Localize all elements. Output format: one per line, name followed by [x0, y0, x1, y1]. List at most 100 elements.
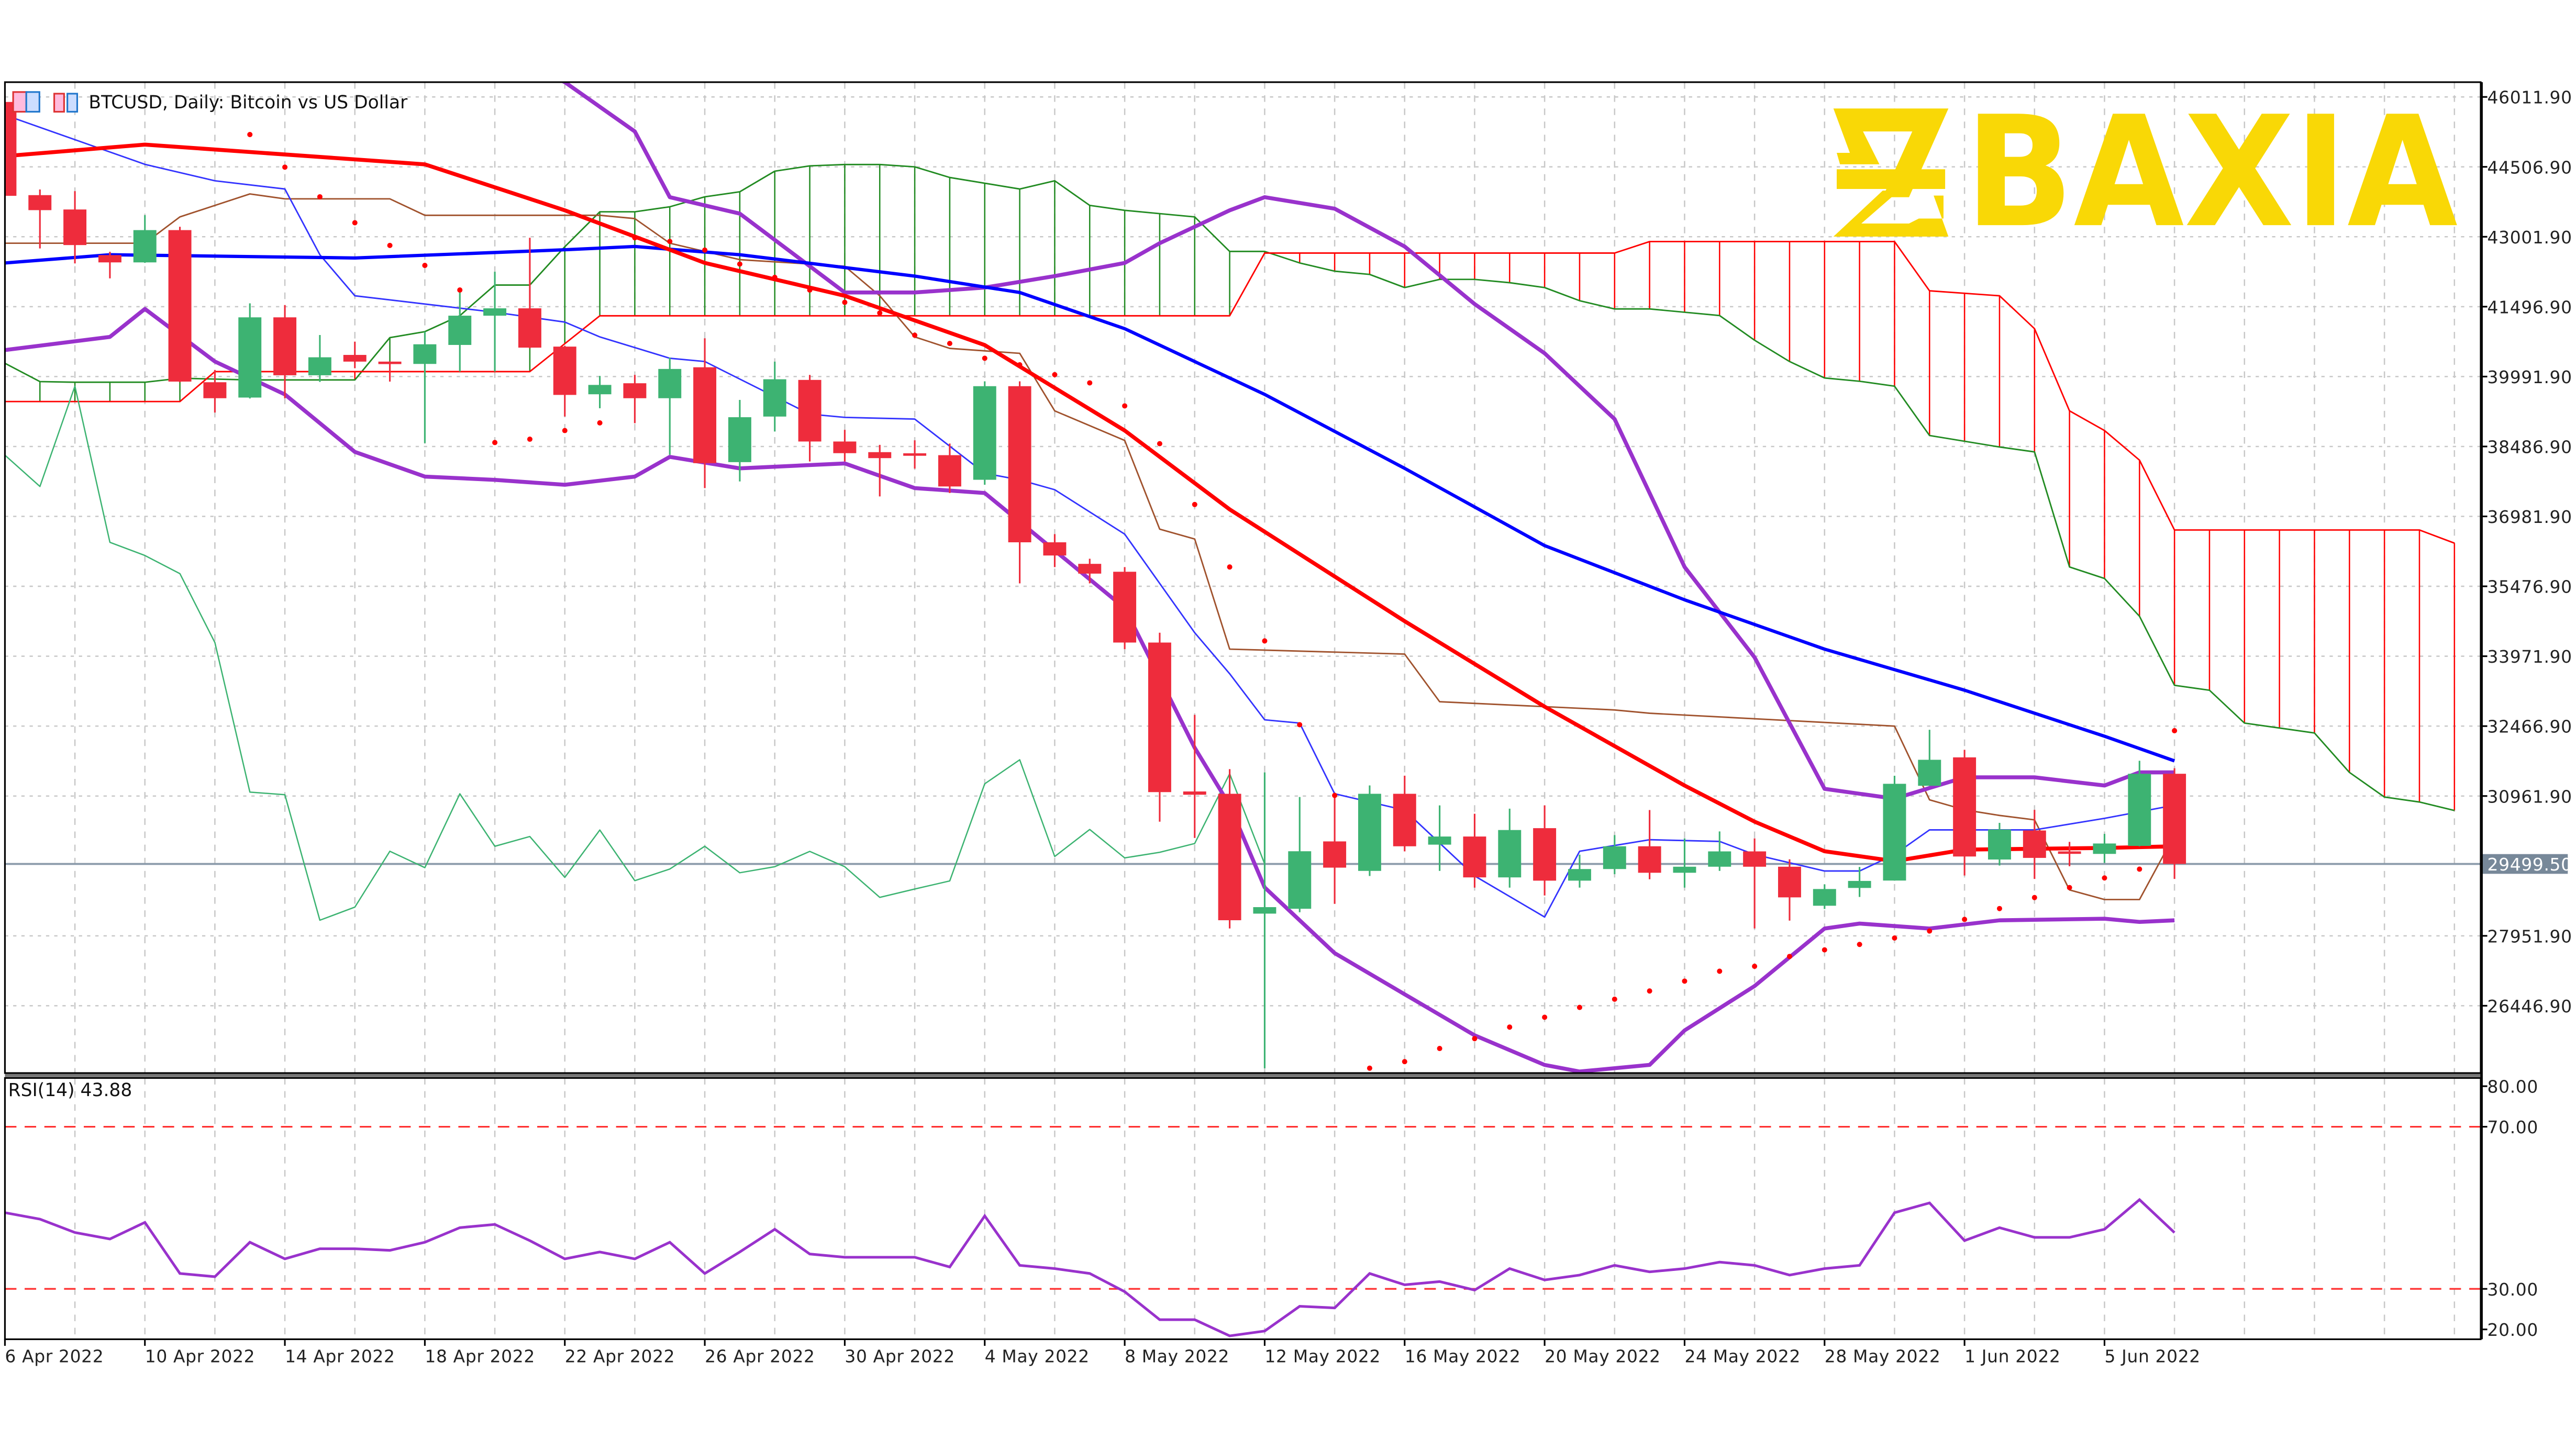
depth-of-market-icon[interactable]	[53, 93, 79, 113]
sar-dot	[1192, 501, 1197, 507]
candle-bearish	[903, 440, 927, 469]
one-click-trading-icon[interactable]	[12, 91, 40, 113]
sar-dot	[912, 332, 918, 338]
y-tick-label: 30961.90	[2488, 786, 2572, 807]
candle-body	[1358, 794, 1381, 871]
x-tick-label: 4 May 2022	[985, 1346, 1090, 1366]
sar-dot	[1752, 964, 1758, 969]
candle-body	[133, 230, 157, 263]
candle-body	[2128, 774, 2151, 846]
candle-body	[1603, 846, 1626, 869]
current-price-tag	[2482, 854, 2568, 874]
candle-body	[1533, 828, 1557, 881]
sar-dot	[1157, 441, 1162, 447]
sar-dot	[1542, 1014, 1548, 1020]
x-tick-label: 18 Apr 2022	[425, 1346, 535, 1366]
candle-bullish	[1358, 785, 1381, 876]
candle-bullish	[2128, 761, 2151, 846]
candle-bearish	[5, 93, 17, 200]
y-tick-label: 41496.90	[2488, 297, 2572, 317]
x-tick-label: 26 Apr 2022	[705, 1346, 815, 1366]
candle-bearish	[1533, 805, 1557, 896]
sar-dot	[457, 287, 463, 293]
sar-dot	[1927, 928, 1933, 934]
candle-bearish	[168, 227, 192, 383]
sar-dot	[1227, 564, 1233, 570]
sar-dot	[1682, 978, 1687, 984]
candle-body	[623, 383, 647, 398]
candle-body	[2093, 843, 2116, 854]
candle-body	[1288, 851, 1312, 909]
candle-bullish	[1673, 838, 1696, 888]
y-tick-label: 44506.90	[2488, 157, 2572, 177]
candle-bearish	[798, 375, 821, 462]
candle-body	[378, 361, 402, 364]
candle-body	[1183, 791, 1206, 795]
candle-body	[483, 308, 507, 316]
sar-dot	[1332, 793, 1338, 798]
candle-bearish	[2058, 842, 2081, 866]
candle-bearish	[1393, 775, 1416, 852]
candle-body	[2058, 851, 2081, 854]
candle-bearish	[1148, 632, 1171, 822]
candle-body	[168, 230, 192, 382]
candle-body	[1883, 784, 1906, 881]
axes: 46011.90 44506.90 43001.90 41496.90 39991.90…	[4, 82, 2572, 1366]
sar-dot	[2031, 895, 2037, 900]
candle-body	[203, 382, 227, 398]
candle-body	[1848, 880, 1871, 888]
candle-bearish	[938, 443, 961, 493]
candle-bullish	[1848, 867, 1871, 897]
candle-body	[1428, 836, 1451, 845]
candle-bullish	[2093, 834, 2116, 863]
candle-body	[798, 380, 821, 442]
ichimoku-cloud	[5, 164, 2456, 811]
candle-body	[1987, 829, 2011, 860]
candle-bearish	[28, 189, 52, 249]
candle-body	[1918, 760, 1941, 786]
candle-bearish	[1008, 381, 1031, 584]
candle-body	[1778, 866, 1801, 898]
sar-dot	[1087, 380, 1093, 386]
sar-dot	[1822, 947, 1827, 953]
candle-body	[728, 417, 751, 462]
x-tick-label: 14 Apr 2022	[285, 1346, 395, 1366]
candle-bullish	[1498, 808, 1522, 888]
x-tick-label: 22 Apr 2022	[565, 1346, 675, 1366]
sar-dot	[317, 194, 323, 199]
baxia-logo: BAXIA	[1833, 83, 2459, 261]
candle-body	[1953, 757, 1977, 857]
candle-body	[938, 455, 961, 487]
sar-dot	[1962, 917, 1968, 922]
candle-body	[1323, 841, 1347, 868]
candle-bullish	[973, 381, 996, 485]
sar-dot	[387, 242, 393, 248]
candle-body	[308, 357, 331, 375]
sar-dot	[2172, 728, 2178, 733]
candle-bullish	[763, 361, 786, 432]
candle-bearish	[693, 338, 717, 488]
candle-body	[588, 385, 612, 395]
candle-body	[1148, 642, 1171, 793]
sar-dot	[1996, 906, 2002, 911]
candle-body	[833, 441, 857, 453]
candle-bullish	[448, 292, 472, 372]
current-price-label: 29499.50	[2488, 854, 2572, 875]
candle-body	[273, 317, 297, 375]
x-tick-label: 28 May 2022	[1825, 1346, 1941, 1366]
candle-bearish	[1183, 715, 1206, 838]
rsi-line	[5, 1198, 2175, 1337]
chart-header: BTCUSD, Daily: Bitcoin vs US Dollar	[12, 91, 408, 113]
candle-bearish	[1043, 534, 1067, 567]
candles	[5, 93, 2186, 1068]
candle-bullish	[1603, 835, 1626, 874]
candle-bearish	[553, 346, 576, 417]
rsi-tick-label: 70.00	[2488, 1117, 2538, 1137]
candle-bearish	[833, 430, 857, 462]
moving-average-slow	[5, 244, 2175, 763]
parabolic-sar	[247, 132, 2178, 1071]
sar-dot	[1052, 372, 1058, 377]
sar-dot	[1472, 1036, 1478, 1042]
candle-body	[518, 308, 541, 348]
